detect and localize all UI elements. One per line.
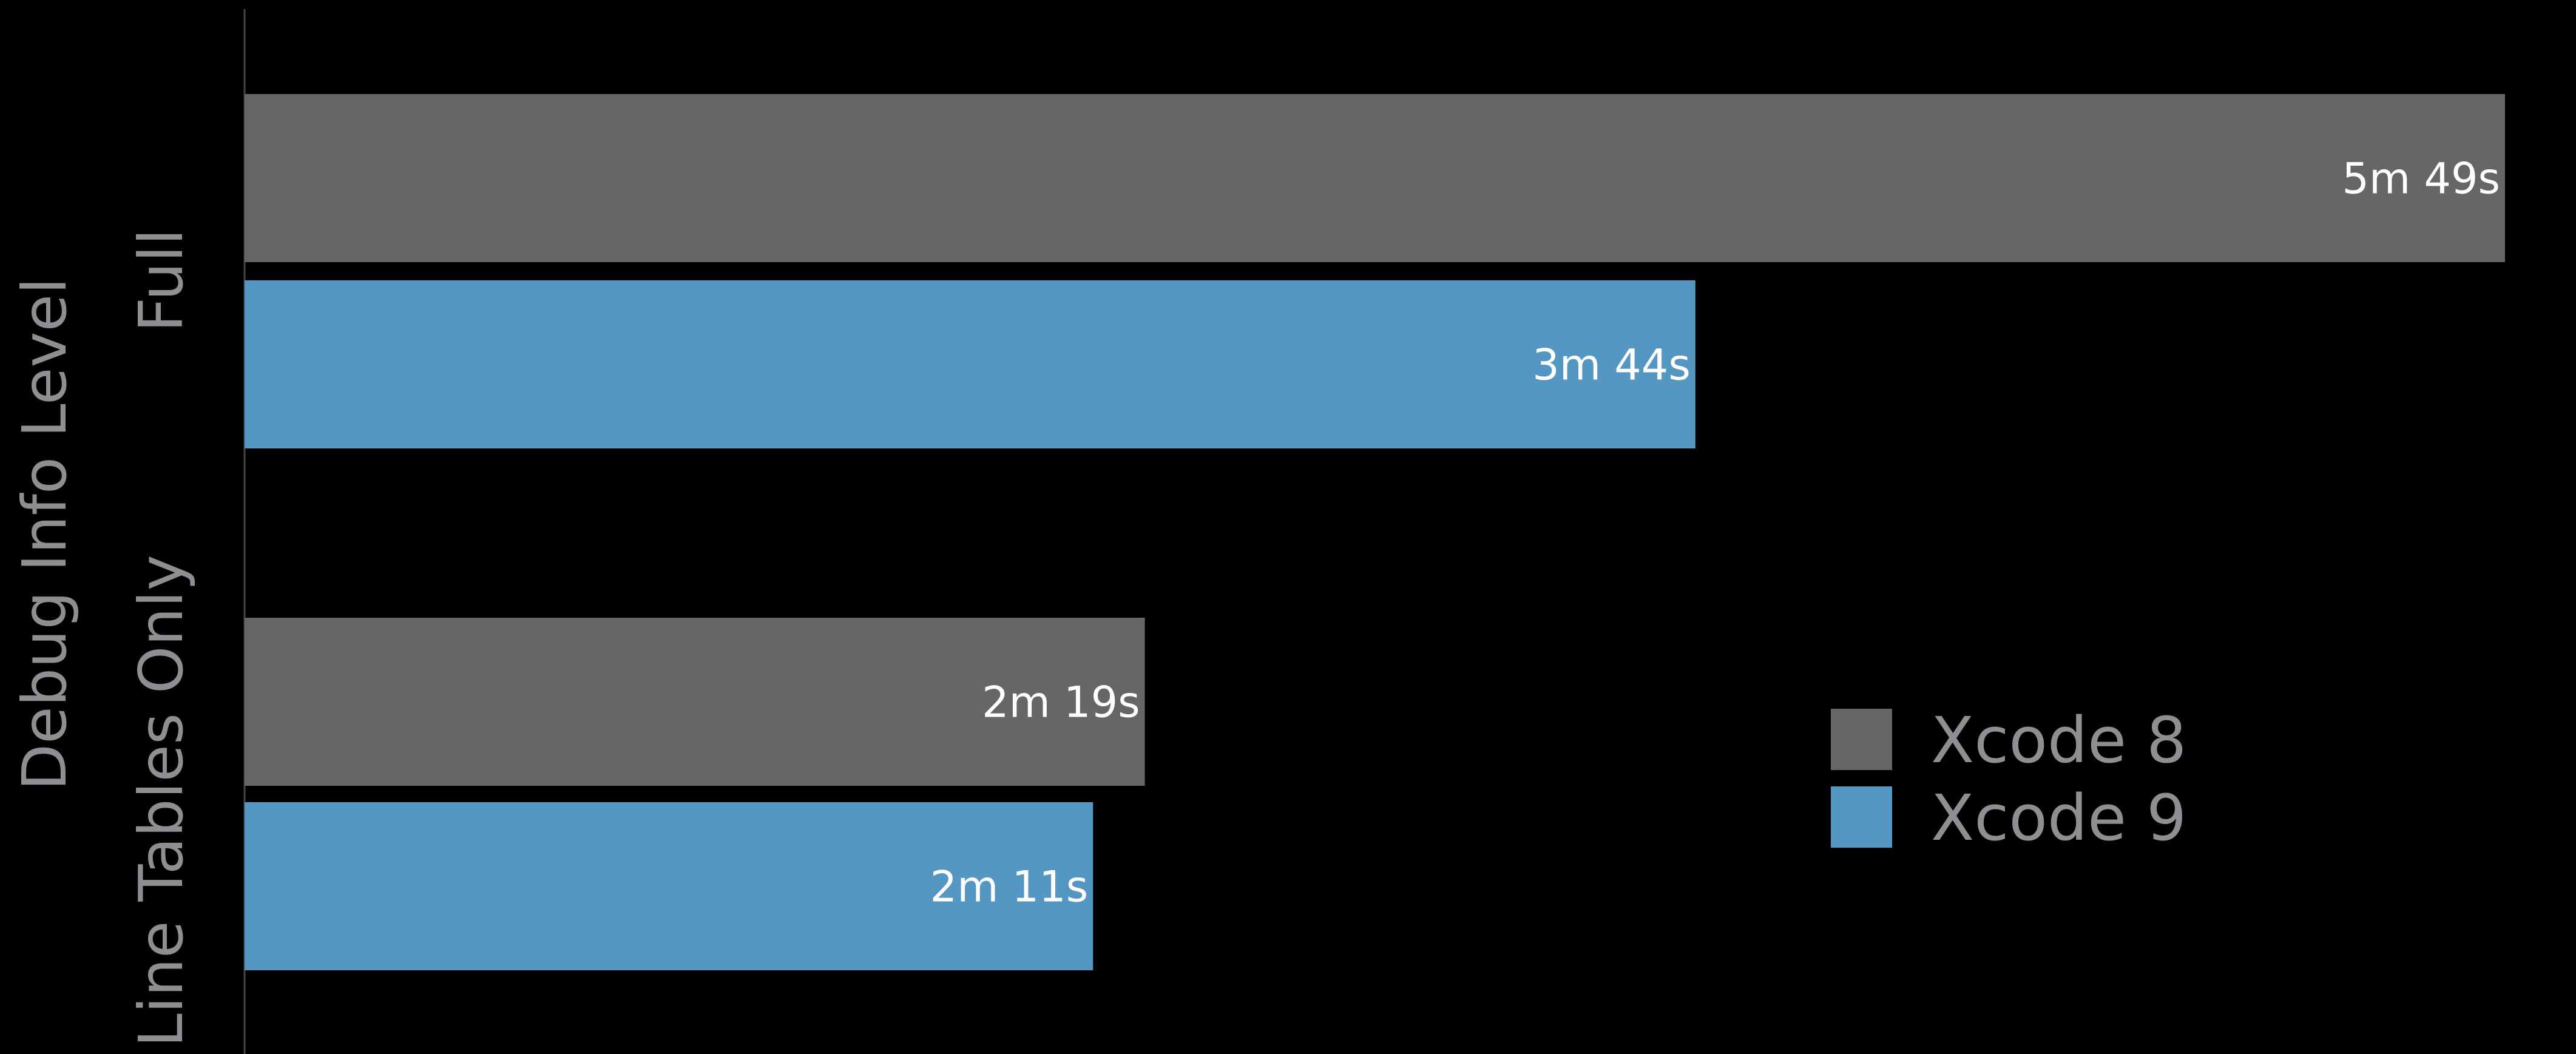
bar-0-1: [245, 618, 1145, 786]
bar-value-label-0-1: 2m 19s: [982, 678, 1140, 728]
bar-0-0: [245, 94, 2505, 262]
legend-label-0: Xcode 8: [1931, 703, 2186, 777]
legend-swatch-1: [1831, 786, 1892, 848]
legend-label-1: Xcode 9: [1931, 781, 2186, 855]
category-labels: Full Line Tables Only: [126, 229, 197, 1047]
category-label-1: Line Tables Only: [126, 555, 197, 1047]
bar-value-labels: 5m 49s 3m 44s 2m 19s 2m 11s: [930, 154, 2500, 912]
y-axis-title: Debug Info Level: [9, 277, 80, 791]
category-label-0: Full: [126, 229, 197, 333]
bar-value-label-1-1: 2m 11s: [930, 862, 1089, 912]
legend-swatch-0: [1831, 709, 1892, 770]
bar-1-1: [245, 802, 1094, 970]
bar-value-label-0-0: 5m 49s: [2342, 154, 2500, 204]
bars: [245, 94, 2505, 970]
bar-value-label-1-0: 3m 44s: [1532, 340, 1691, 390]
bar-1-0: [245, 280, 1695, 448]
